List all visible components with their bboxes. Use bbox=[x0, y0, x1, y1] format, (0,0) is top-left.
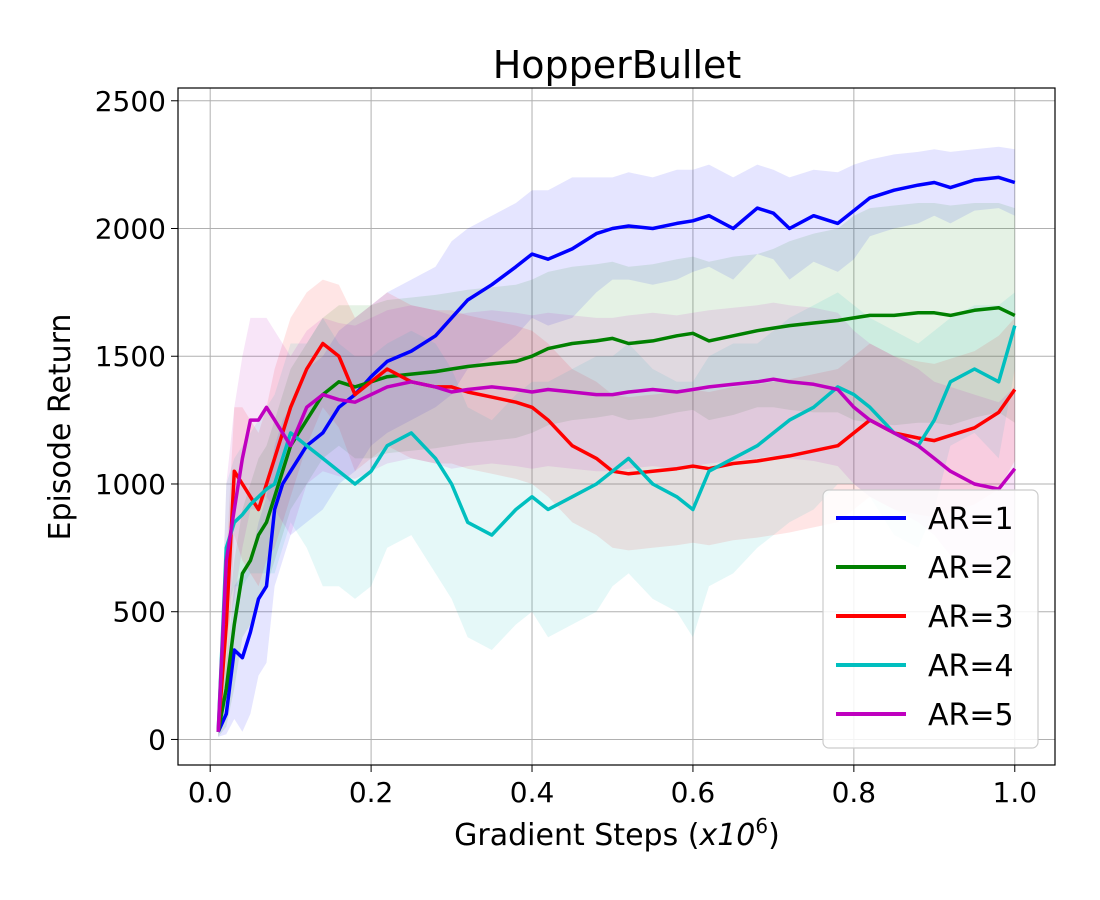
x-axis-title: Gradient Steps (x106) bbox=[454, 814, 780, 853]
band-ar-3 bbox=[218, 279, 1015, 737]
y-tick-label: 500 bbox=[113, 596, 166, 629]
y-tick-label: 2500 bbox=[95, 85, 166, 118]
legend: AR=1 AR=2 AR=3 AR=4 AR=5 bbox=[822, 489, 1039, 749]
y-tick-label: 1500 bbox=[95, 340, 166, 373]
legend-box bbox=[822, 489, 1039, 749]
series-line-ar-2 bbox=[216, 305, 1016, 733]
x-tick-label: 0.4 bbox=[510, 776, 555, 809]
band-ar-1 bbox=[218, 146, 1015, 737]
y-tick-label: 0 bbox=[148, 723, 166, 756]
y-tick-label: 2000 bbox=[95, 213, 166, 246]
plot-frame bbox=[177, 87, 1056, 766]
legend-label: AR=5 bbox=[928, 698, 1014, 733]
x-tick-label: 1.0 bbox=[993, 776, 1038, 809]
legend-label: AR=4 bbox=[928, 649, 1014, 684]
series-line-ar-1 bbox=[216, 175, 1016, 733]
x-tick-label: 0.8 bbox=[832, 776, 877, 809]
series-line-ar-5 bbox=[216, 377, 1017, 732]
legend-label: AR=3 bbox=[928, 600, 1014, 635]
series-line-ar-3 bbox=[216, 341, 1017, 732]
x-tick-label: 0.2 bbox=[349, 776, 394, 809]
chart-title: HopperBullet bbox=[493, 43, 742, 87]
axis-ticks: 0.0 0.2 0.4 0.6 0.8 1.0 0 500 1000 1500 2000 2500 bbox=[95, 85, 1037, 809]
y-axis-title: Episode Return bbox=[43, 314, 78, 541]
y-tick-label: 1000 bbox=[95, 468, 166, 501]
legend-label: AR=1 bbox=[928, 502, 1014, 537]
legend-label: AR=2 bbox=[928, 551, 1014, 586]
series-lines bbox=[216, 175, 1017, 733]
band-ar-5 bbox=[218, 302, 1015, 737]
x-tick-label: 0.0 bbox=[188, 776, 233, 809]
x-tick-label: 0.6 bbox=[671, 776, 716, 809]
band-ar-2 bbox=[218, 203, 1015, 737]
series-line-ar-4 bbox=[216, 325, 1017, 732]
